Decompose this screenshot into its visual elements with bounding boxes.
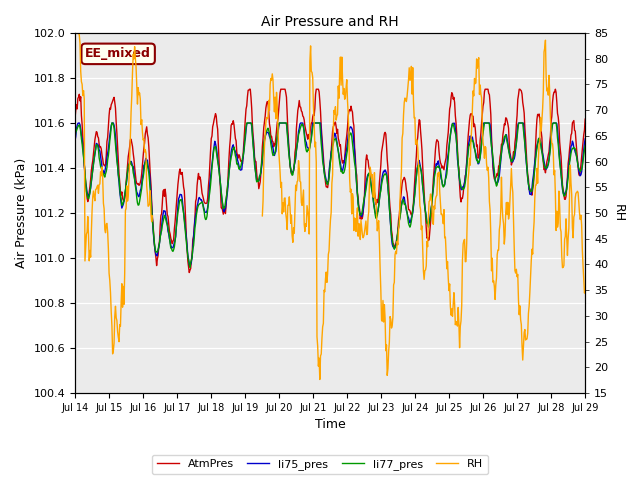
li77_pres <box>134 200 141 206</box>
li77_pres <box>581 143 589 148</box>
Line: li77_pres: li77_pres <box>75 123 585 267</box>
RH <box>408 63 415 69</box>
RH <box>392 251 400 257</box>
li77_pres <box>213 153 221 158</box>
Y-axis label: RH: RH <box>612 204 625 222</box>
AtmPres <box>212 113 220 119</box>
Title: Air Pressure and RH: Air Pressure and RH <box>261 15 399 29</box>
li75_pres <box>394 235 401 240</box>
X-axis label: Time: Time <box>315 419 346 432</box>
li75_pres <box>81 173 89 179</box>
li75_pres <box>75 120 83 126</box>
AtmPres <box>185 264 193 270</box>
RH <box>81 96 88 102</box>
AtmPres <box>581 116 589 122</box>
RH <box>581 288 589 293</box>
AtmPres <box>186 270 193 276</box>
li75_pres <box>186 262 193 267</box>
AtmPres <box>246 86 253 92</box>
li75_pres <box>581 136 589 142</box>
li75_pres <box>71 138 79 144</box>
AtmPres <box>394 235 401 241</box>
li77_pres <box>81 161 88 167</box>
Legend: AtmPres, li75_pres, li77_pres, RH: AtmPres, li75_pres, li77_pres, RH <box>152 455 488 474</box>
Line: RH: RH <box>75 33 585 380</box>
li77_pres <box>186 261 193 266</box>
Line: AtmPres: AtmPres <box>75 89 585 273</box>
li75_pres <box>134 191 141 196</box>
li77_pres <box>108 120 116 126</box>
li75_pres <box>408 213 416 219</box>
Text: EE_mixed: EE_mixed <box>85 48 151 60</box>
Y-axis label: Air Pressure (kPa): Air Pressure (kPa) <box>15 158 28 268</box>
li77_pres <box>394 234 401 240</box>
AtmPres <box>71 115 79 121</box>
AtmPres <box>408 210 416 216</box>
li77_pres <box>408 213 416 219</box>
li77_pres <box>71 135 79 141</box>
RH <box>133 82 141 87</box>
Line: li75_pres: li75_pres <box>75 123 585 267</box>
li77_pres <box>186 264 194 270</box>
AtmPres <box>81 163 88 168</box>
RH <box>71 30 79 36</box>
AtmPres <box>133 180 141 186</box>
li75_pres <box>213 149 221 155</box>
li75_pres <box>186 264 194 270</box>
